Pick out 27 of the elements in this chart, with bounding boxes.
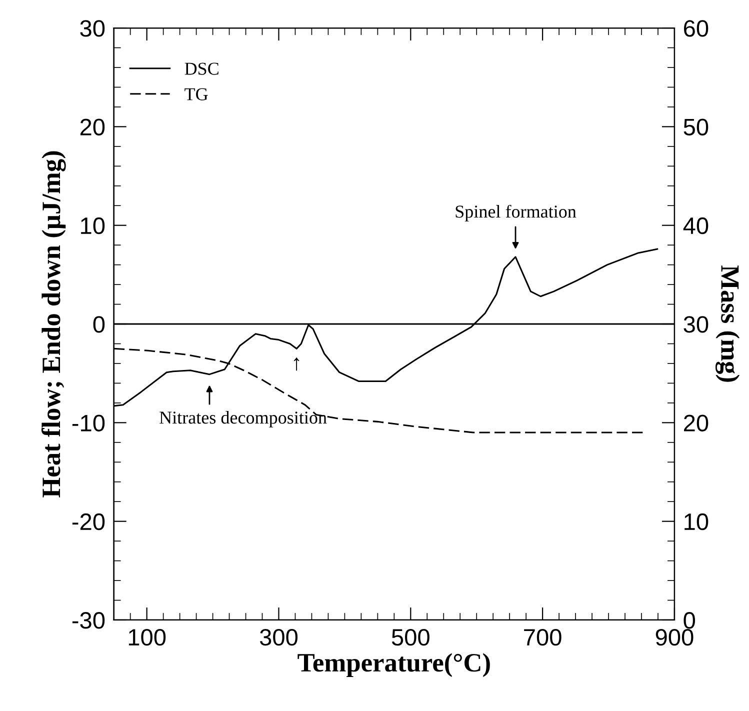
y2-tick-label: 10 xyxy=(684,513,708,530)
y-axis-title: Heat flow; Endo down (μJ/mg) xyxy=(41,151,66,498)
x-tick-label: 100 xyxy=(128,628,166,646)
x-tick-label: 500 xyxy=(392,628,430,646)
y2-axis-title: Mass (mg) xyxy=(715,265,740,382)
x-tick-label: 700 xyxy=(524,628,562,646)
y-tick-label: -20 xyxy=(72,513,105,530)
y2-tick-label: 50 xyxy=(684,118,708,136)
annotation: ↑ xyxy=(294,358,300,371)
annotation: Spinel formation xyxy=(456,204,576,222)
annotation: Nitrates decomposition xyxy=(160,411,327,428)
y2-tick-label: 60 xyxy=(684,20,708,37)
y-tick-label: 30 xyxy=(80,20,105,37)
y-tick-label: 0 xyxy=(93,316,105,333)
x-tick-label: 300 xyxy=(260,628,298,646)
y2-tick-label: 20 xyxy=(684,414,708,432)
y-tick-label: -10 xyxy=(72,414,105,432)
y2-tick-label: 0 xyxy=(684,612,696,629)
y2-tick-label: 30 xyxy=(684,316,708,333)
y2-tick-label: 40 xyxy=(683,217,708,234)
y-tick-label: -30 xyxy=(72,612,105,629)
legend-label: DSC xyxy=(184,62,218,75)
legend-label: TG xyxy=(184,88,208,100)
y-tick-label: 20 xyxy=(80,118,105,136)
x-tick-label: 900 xyxy=(656,628,694,646)
y-tick-label: 10 xyxy=(81,217,105,234)
x-axis-title: Temperature(°C) xyxy=(298,653,490,678)
